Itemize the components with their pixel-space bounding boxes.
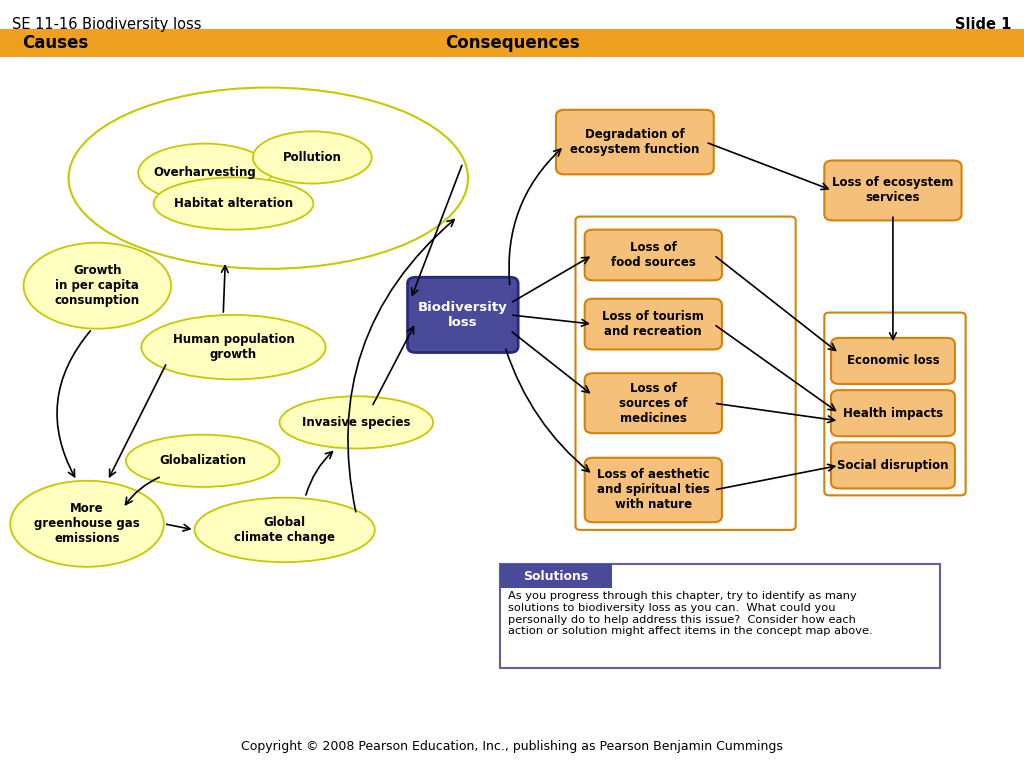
Text: As you progress through this chapter, try to identify as many
solutions to biodi: As you progress through this chapter, tr… <box>508 591 872 636</box>
Text: Consequences: Consequences <box>444 34 580 52</box>
Text: Loss of
sources of
medicines: Loss of sources of medicines <box>620 382 687 425</box>
Text: Human population
growth: Human population growth <box>173 333 294 361</box>
Ellipse shape <box>141 315 326 379</box>
Text: Slide 1: Slide 1 <box>955 17 1012 32</box>
Ellipse shape <box>253 131 372 184</box>
Ellipse shape <box>10 481 164 567</box>
FancyBboxPatch shape <box>831 390 954 436</box>
FancyBboxPatch shape <box>0 29 1024 57</box>
Text: Degradation of
ecosystem function: Degradation of ecosystem function <box>570 128 699 156</box>
Text: Social disruption: Social disruption <box>838 459 948 472</box>
FancyBboxPatch shape <box>500 564 940 668</box>
Text: Copyright © 2008 Pearson Education, Inc., publishing as Pearson Benjamin Cumming: Copyright © 2008 Pearson Education, Inc.… <box>241 740 783 753</box>
Text: SE 11-16 Biodiversity loss: SE 11-16 Biodiversity loss <box>12 17 202 32</box>
Text: Loss of tourism
and recreation: Loss of tourism and recreation <box>602 310 705 338</box>
Text: Globalization: Globalization <box>160 455 246 467</box>
Text: Loss of ecosystem
services: Loss of ecosystem services <box>833 177 953 204</box>
Text: Loss of aesthetic
and spiritual ties
with nature: Loss of aesthetic and spiritual ties wit… <box>597 468 710 511</box>
Text: Causes: Causes <box>23 34 89 52</box>
Ellipse shape <box>24 243 171 329</box>
Text: Growth
in per capita
consumption: Growth in per capita consumption <box>54 264 140 307</box>
Text: Habitat alteration: Habitat alteration <box>174 197 293 210</box>
FancyBboxPatch shape <box>585 373 722 433</box>
Ellipse shape <box>195 498 375 562</box>
Ellipse shape <box>280 396 433 449</box>
Text: Invasive species: Invasive species <box>302 416 411 429</box>
Text: Biodiversity
loss: Biodiversity loss <box>418 301 508 329</box>
FancyBboxPatch shape <box>824 161 962 220</box>
FancyBboxPatch shape <box>585 230 722 280</box>
FancyBboxPatch shape <box>585 458 722 522</box>
FancyBboxPatch shape <box>585 299 722 349</box>
FancyBboxPatch shape <box>831 338 954 384</box>
Text: Pollution: Pollution <box>283 151 342 164</box>
Ellipse shape <box>126 435 280 487</box>
Text: Health impacts: Health impacts <box>843 407 943 419</box>
FancyBboxPatch shape <box>831 442 954 488</box>
Text: Global
climate change: Global climate change <box>234 516 335 544</box>
Text: Overharvesting: Overharvesting <box>154 167 256 179</box>
Ellipse shape <box>138 144 271 202</box>
Text: Economic loss: Economic loss <box>847 355 939 367</box>
FancyBboxPatch shape <box>408 277 518 353</box>
Ellipse shape <box>154 177 313 230</box>
Text: More
greenhouse gas
emissions: More greenhouse gas emissions <box>34 502 140 545</box>
Text: Loss of
food sources: Loss of food sources <box>611 241 695 269</box>
FancyBboxPatch shape <box>500 564 612 588</box>
Text: Solutions: Solutions <box>523 570 589 582</box>
FancyBboxPatch shape <box>556 110 714 174</box>
